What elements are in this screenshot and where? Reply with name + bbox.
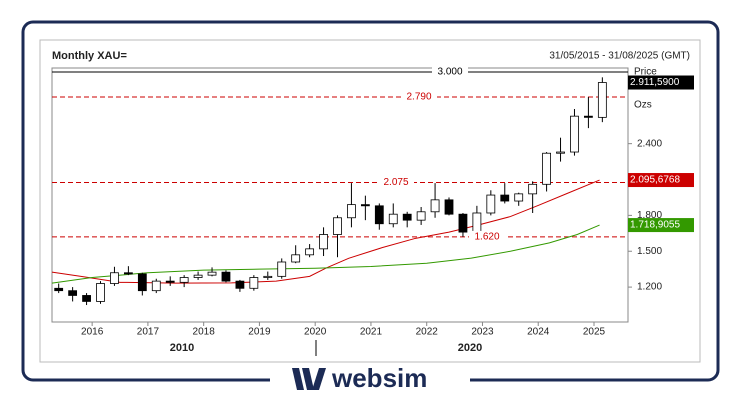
x-tick-label: 2017 — [137, 327, 160, 338]
candle-body — [235, 280, 245, 289]
x-tick-label: 2023 — [471, 327, 494, 338]
candle-body — [193, 274, 203, 278]
x-tick-label: 2021 — [360, 327, 383, 338]
candle-body — [514, 193, 524, 202]
candle-body — [263, 275, 273, 278]
level-label: 2.790 — [406, 92, 431, 103]
candle-body — [542, 152, 551, 185]
decade-label: 2010 — [170, 342, 194, 354]
y-tick-label: 1.200 — [637, 282, 662, 293]
decade-label: 2020 — [458, 342, 482, 354]
logo-icon — [292, 368, 326, 390]
candle-body — [165, 280, 175, 283]
candle-body — [374, 205, 384, 225]
candle-body — [333, 217, 342, 235]
plot-area — [51, 67, 629, 323]
candle-body — [291, 254, 301, 263]
candle-body — [360, 204, 370, 207]
x-tick-label: 2019 — [248, 327, 271, 338]
candle-body — [444, 199, 454, 215]
candle-body — [402, 213, 412, 221]
candle-body — [388, 213, 398, 225]
chart-subtitle: 31/05/2015 - 31/08/2025 (GMT) — [549, 51, 690, 62]
level-label: 3.000 — [437, 67, 462, 78]
candle-body — [249, 277, 259, 289]
y-tick-label: 1.500 — [637, 246, 662, 257]
candle-body — [500, 194, 510, 202]
candle-body — [528, 183, 538, 195]
level-label-bg — [469, 230, 505, 243]
chart-title: Monthly XAU= — [52, 50, 127, 62]
level-label: 1.620 — [474, 232, 499, 243]
candle-body — [597, 82, 607, 118]
candle-body — [305, 248, 315, 256]
candle-body — [96, 283, 105, 302]
candle-body — [416, 211, 426, 221]
candle-body — [277, 261, 287, 277]
x-tick-label: 2025 — [583, 327, 606, 338]
candle-body — [472, 212, 482, 233]
candle-body — [347, 204, 356, 219]
series-last-tag: 1.718,9055 — [630, 220, 680, 231]
candle-body — [68, 290, 78, 296]
candle-body — [110, 272, 119, 284]
brand: websim — [331, 363, 427, 393]
moving-average — [51, 224, 600, 284]
candle-body — [570, 115, 579, 153]
chart-panel — [39, 39, 701, 363]
y-tick-label: 1.800 — [637, 210, 662, 221]
last-close-tag-bg — [628, 75, 694, 90]
candle-body — [221, 271, 231, 282]
candle-body — [319, 234, 328, 250]
level-label: 2.075 — [383, 177, 408, 188]
candle-body — [137, 273, 147, 292]
x-tick-label: 2022 — [416, 327, 439, 338]
y-axis-unit: Ozs — [634, 100, 652, 111]
candle-body — [556, 151, 565, 154]
x-tick-label: 2016 — [81, 327, 104, 338]
candle-body — [430, 199, 440, 213]
x-tick-label: 2018 — [193, 327, 216, 338]
candle-body — [82, 295, 91, 302]
series-last-tag-bg — [628, 173, 694, 188]
candle-body — [486, 194, 496, 214]
x-tick-label: 2024 — [527, 327, 550, 338]
candle-body — [54, 287, 64, 292]
candle-body — [207, 271, 217, 276]
level-label-bg — [432, 65, 468, 78]
candle-body — [179, 277, 189, 283]
y-tick-label: 2.400 — [637, 138, 662, 149]
candle-body — [123, 272, 133, 275]
y-axis-label: Price — [634, 67, 657, 78]
last-close-tag: 2.911,5900 — [630, 77, 680, 88]
series-last-tag-bg — [628, 218, 694, 233]
level-label-bg — [378, 176, 414, 189]
candle-body — [584, 115, 593, 118]
series-last-tag: 2.095,6768 — [630, 175, 680, 186]
candle-body — [151, 280, 161, 292]
level-label-bg — [401, 91, 437, 104]
candle-body — [458, 213, 468, 233]
x-tick-label: 2020 — [304, 327, 327, 338]
